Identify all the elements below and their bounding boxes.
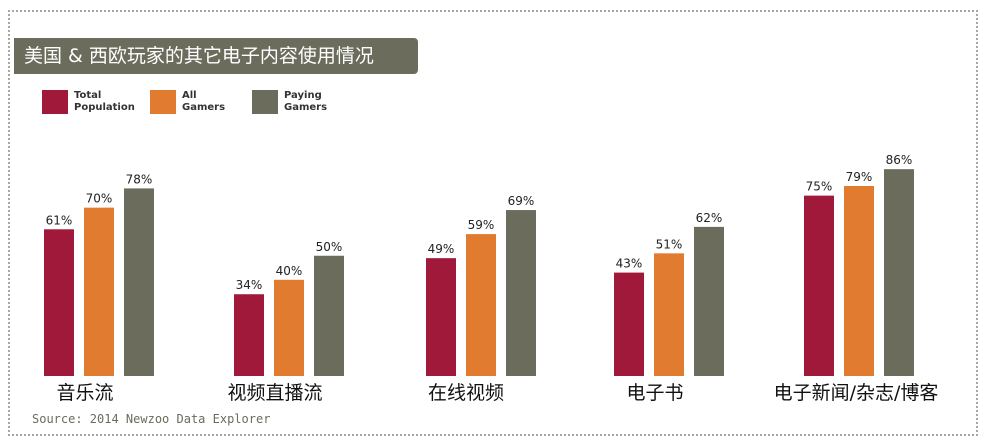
category-label-5: 电子新闻/杂志/博客 [774, 382, 939, 404]
legend-label-all-gamers: All Gamers [182, 90, 226, 113]
bar-5-series-3 [884, 169, 914, 376]
data-label-1-series-2: 70% [86, 192, 113, 206]
data-label-2-series-3: 50% [316, 240, 343, 254]
bar-3-series-2 [466, 234, 496, 376]
data-label-5-series-2: 79% [846, 170, 873, 184]
legend-swatch-all-gamers [150, 90, 176, 114]
bar-3-series-1 [426, 258, 456, 376]
category-label-2: 视频直播流 [227, 382, 322, 404]
data-label-3-series-3: 69% [508, 194, 535, 208]
legend-swatch-total-population [42, 90, 68, 114]
chart-title: 美国 & 西欧玩家的其它电子内容使用情况 [14, 38, 418, 74]
data-label-3-series-1: 49% [428, 242, 455, 256]
chart-frame [8, 10, 978, 436]
bar-4-series-3 [694, 226, 724, 376]
legend-item-paying-gamers: Paying Gamers [252, 90, 336, 114]
category-label-4: 电子书 [626, 382, 683, 404]
bar-2-series-3 [314, 255, 344, 376]
bar-4-series-2 [654, 253, 684, 376]
bar-2-series-2 [274, 279, 304, 376]
category-label-1: 音乐流 [56, 382, 113, 404]
data-label-4-series-1: 43% [616, 257, 643, 271]
bar-4-series-1 [614, 272, 644, 376]
bar-5-series-2 [844, 186, 874, 376]
legend-label-paying-gamers: Paying Gamers [284, 90, 328, 113]
data-label-4-series-3: 62% [696, 211, 723, 225]
bar-1-series-3 [124, 188, 154, 376]
data-label-1-series-3: 78% [126, 172, 153, 186]
bar-5-series-1 [804, 195, 834, 376]
data-label-5-series-1: 75% [806, 180, 833, 194]
data-label-3-series-2: 59% [468, 218, 495, 232]
legend-swatch-paying-gamers [252, 90, 278, 114]
data-label-4-series-2: 51% [656, 237, 683, 251]
legend-label-total-population: Total Population [74, 90, 135, 113]
data-label-2-series-2: 40% [276, 264, 303, 278]
legend-item-total-population: Total Population [42, 90, 136, 114]
bar-1-series-1 [44, 229, 74, 376]
data-label-1-series-1: 61% [46, 213, 73, 227]
data-label-5-series-3: 86% [886, 153, 913, 167]
legend-item-all-gamers: All Gamers [150, 90, 230, 114]
data-label-2-series-1: 34% [236, 278, 263, 292]
category-label-3: 在线视频 [428, 382, 504, 404]
source-note: Source: 2014 Newzoo Data Explorer [32, 412, 271, 426]
bar-3-series-3 [506, 210, 536, 376]
bar-1-series-2 [84, 207, 114, 376]
bar-2-series-1 [234, 294, 264, 376]
